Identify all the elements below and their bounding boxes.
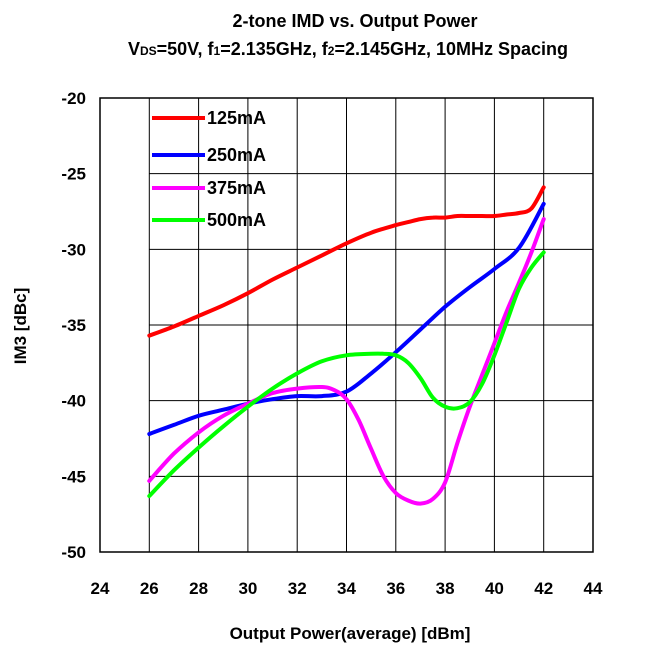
series-line-125mA xyxy=(147,185,546,338)
subtitle-vds: V xyxy=(128,39,140,59)
subtitle-vds-rest: =50V, f xyxy=(157,39,215,59)
x-tick-labels: 24 26 28 30 32 34 36 38 40 42 44 xyxy=(91,579,603,598)
subtitle-f2-sub: 2 xyxy=(328,44,335,58)
y-axis-label: IM3 [dBc] xyxy=(11,288,30,365)
chart-title: 2-tone IMD vs. Output Power xyxy=(232,11,477,31)
chart-subtitle: VDS=50V, f1=2.135GHz, f2=2.145GHz, 10MHz… xyxy=(128,39,568,59)
subtitle-vds-sub: DS xyxy=(140,44,157,58)
y-tick-label: -50 xyxy=(61,543,86,562)
x-tick-label: 34 xyxy=(337,579,356,598)
x-tick-label: 42 xyxy=(534,579,553,598)
x-tick-label: 40 xyxy=(485,579,504,598)
x-tick-label: 28 xyxy=(189,579,208,598)
subtitle-f2-rest: =2.145GHz, 10MHz Spacing xyxy=(334,39,568,59)
series-line-250mA xyxy=(147,201,546,436)
legend-label-375mA: 375mA xyxy=(207,178,266,198)
y-tick-label: -35 xyxy=(61,316,86,335)
plot-area-frame xyxy=(99,97,594,553)
legend-label-250mA: 250mA xyxy=(207,145,266,165)
grid xyxy=(148,98,593,552)
legend: 125mA 250mA 375mA 500mA xyxy=(152,108,266,230)
x-tick-label: 24 xyxy=(91,579,110,598)
y-tick-label: -25 xyxy=(61,165,86,184)
series-layer xyxy=(147,185,546,506)
y-tick-label: -40 xyxy=(61,392,86,411)
x-axis-label: Output Power(average) [dBm] xyxy=(230,624,471,643)
y-tick-labels: -20 -25 -30 -35 -40 -45 -50 xyxy=(61,89,86,562)
legend-label-125mA: 125mA xyxy=(207,108,266,128)
x-tick-label: 36 xyxy=(386,579,405,598)
y-tick-label: -45 xyxy=(61,467,86,486)
y-tick-label: -20 xyxy=(61,89,86,108)
x-tick-label: 38 xyxy=(436,579,455,598)
legend-label-500mA: 500mA xyxy=(207,210,266,230)
x-tick-label: 44 xyxy=(584,579,603,598)
subtitle-f1-sub: 1 xyxy=(214,44,221,58)
y-tick-label: -30 xyxy=(61,240,86,259)
subtitle-f1-rest: =2.135GHz, f xyxy=(220,39,329,59)
x-tick-label: 32 xyxy=(288,579,307,598)
x-tick-label: 30 xyxy=(238,579,257,598)
series-line-500mA xyxy=(147,250,546,498)
x-tick-label: 26 xyxy=(140,579,159,598)
